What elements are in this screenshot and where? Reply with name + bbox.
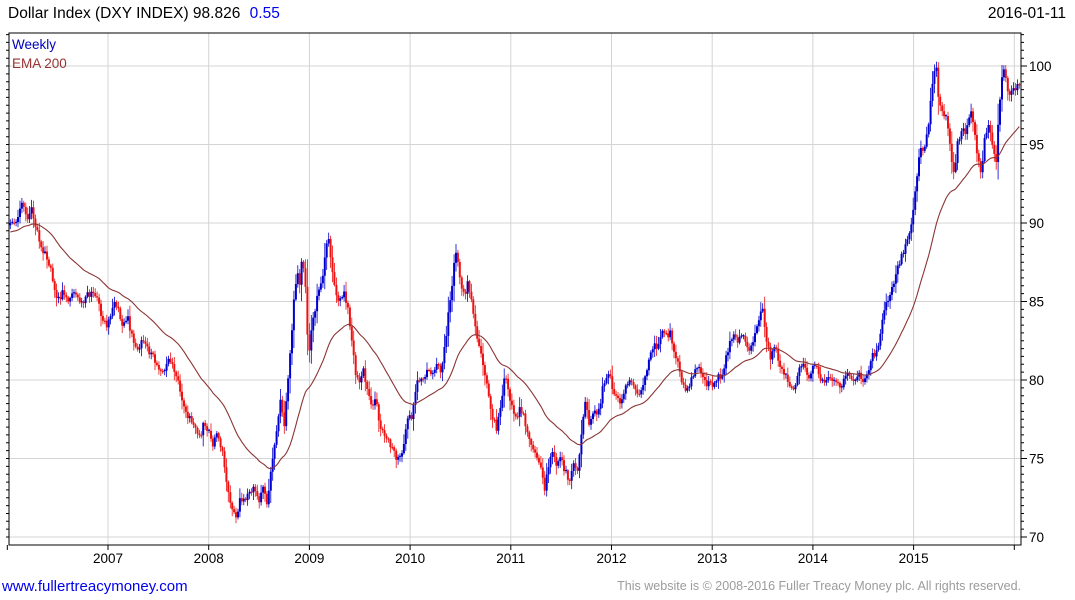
y-axis-label: 100	[1029, 59, 1052, 74]
axis-ticks	[6, 34, 1027, 550]
down-candle-wicks	[13, 62, 1020, 524]
website-link[interactable]: www.fullertreacymoney.com	[2, 578, 188, 595]
ema-line	[10, 126, 1020, 470]
chart-legend: Weekly EMA 200	[12, 36, 67, 73]
x-axis-label: 2011	[496, 551, 525, 566]
copyright-notice: This website is © 2008-2016 Fuller Treac…	[617, 579, 1021, 593]
y-axis-label: 95	[1029, 138, 1044, 153]
x-axis-label: 2010	[395, 551, 425, 566]
last-price: 98.826	[192, 5, 241, 22]
chart-date: 2016-01-11	[987, 5, 1066, 22]
down-candle-bodies	[13, 67, 1021, 518]
x-axis-label: 2008	[194, 551, 224, 566]
x-axis-label: 2007	[93, 551, 123, 566]
x-axis-label: 2012	[596, 551, 626, 566]
legend-ema-200: EMA 200	[12, 55, 67, 71]
instrument-name: Dollar Index (DXY INDEX)	[8, 5, 189, 22]
chart-title: Dollar Index (DXY INDEX) 98.826 0.55	[8, 5, 280, 23]
x-axis-label: 2013	[697, 551, 727, 566]
y-axis-label: 70	[1029, 530, 1044, 545]
x-axis-label: 2014	[798, 551, 829, 566]
y-axis-label: 85	[1029, 295, 1044, 310]
price-change: 0.55	[249, 5, 280, 22]
y-axis-label: 75	[1029, 452, 1044, 467]
x-axis-label: 2015	[899, 551, 929, 566]
y-axis-label: 80	[1029, 373, 1044, 388]
legend-weekly: Weekly	[12, 37, 57, 52]
plot-frame	[8, 32, 1022, 546]
x-axis-label: 2009	[294, 551, 324, 566]
y-axis-label: 90	[1029, 216, 1044, 231]
up-candle-wicks	[9, 61, 1018, 520]
up-candle-bodies	[9, 67, 1019, 518]
